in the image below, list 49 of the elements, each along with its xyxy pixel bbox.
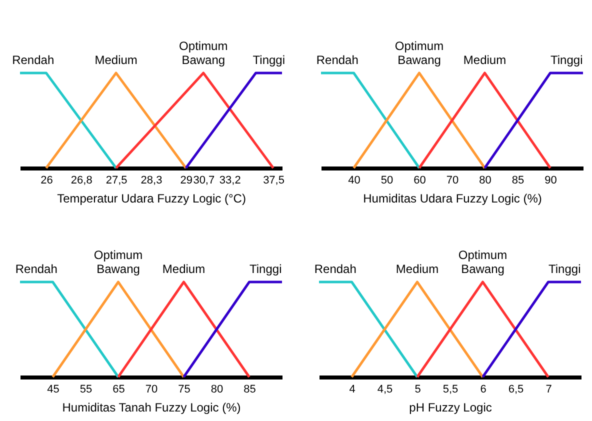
series-label: Rendah [15,262,58,276]
series-label: Rendah [314,262,356,276]
x-tick-label: 7 [546,384,552,396]
x-tick-label: 70 [145,384,158,396]
x-tick-label: 40 [348,174,360,186]
x-tick-label: 28,3 [140,174,162,186]
series-label: Rendah [316,53,358,67]
series-label: Medium [162,262,206,276]
x-tick-label: 26 [40,174,53,186]
x-tick-label: 85 [244,384,256,396]
x-axis-title: Humiditas Udara Fuzzy Logic (%) [363,192,542,206]
series-label: Medium [396,262,439,276]
series-label: Optimum Bawang [94,248,143,276]
x-tick-label: 5 [414,384,421,396]
x-axis-title: Temperatur Udara Fuzzy Logic (°C) [57,192,246,206]
x-tick-label: 37,5 [263,174,284,186]
x-tick-label: 75 [178,384,190,396]
series-label: Rendah [12,53,54,67]
series-label: Tinggi [252,53,286,67]
x-tick-label: 45 [47,384,60,396]
series-label: Optimum Bawang [394,39,444,67]
series-label: Optimum Bawang [458,248,508,276]
x-tick-label: 30,7 [193,174,215,186]
series-label: Tinggi [550,53,583,67]
x-tick-label: 6,5 [508,384,524,396]
series-label: Medium [463,53,506,67]
x-tick-label: 5,5 [442,384,458,396]
series-label: Medium [94,53,138,67]
x-tick-label: 55 [80,384,92,396]
series-label: Optimum Bawang [179,39,228,67]
series-label: Tinggi [250,262,282,276]
x-tick-label: 80 [479,174,492,186]
x-tick-label: 33,2 [219,174,241,186]
x-tick-label: 6 [480,384,486,396]
x-tick-label: 4 [349,384,356,396]
x-tick-label: 50 [380,174,394,186]
x-tick-label: 70 [446,174,459,186]
x-tick-label: 29 [180,174,193,186]
x-axis-title: Humiditas Tanah Fuzzy Logic (%) [62,400,241,414]
x-tick-label: 60 [414,174,426,186]
x-tick-label: 90 [544,174,557,186]
x-tick-label: 27,5 [106,174,128,186]
x-tick-label: 26,8 [70,174,92,186]
x-tick-label: 4,5 [377,384,393,396]
x-tick-label: 80 [210,384,224,396]
x-axis-title: pH Fuzzy Logic [409,400,492,414]
x-tick-label: 65 [112,384,125,396]
series-label: Tinggi [548,262,581,276]
x-tick-label: 85 [512,174,524,186]
